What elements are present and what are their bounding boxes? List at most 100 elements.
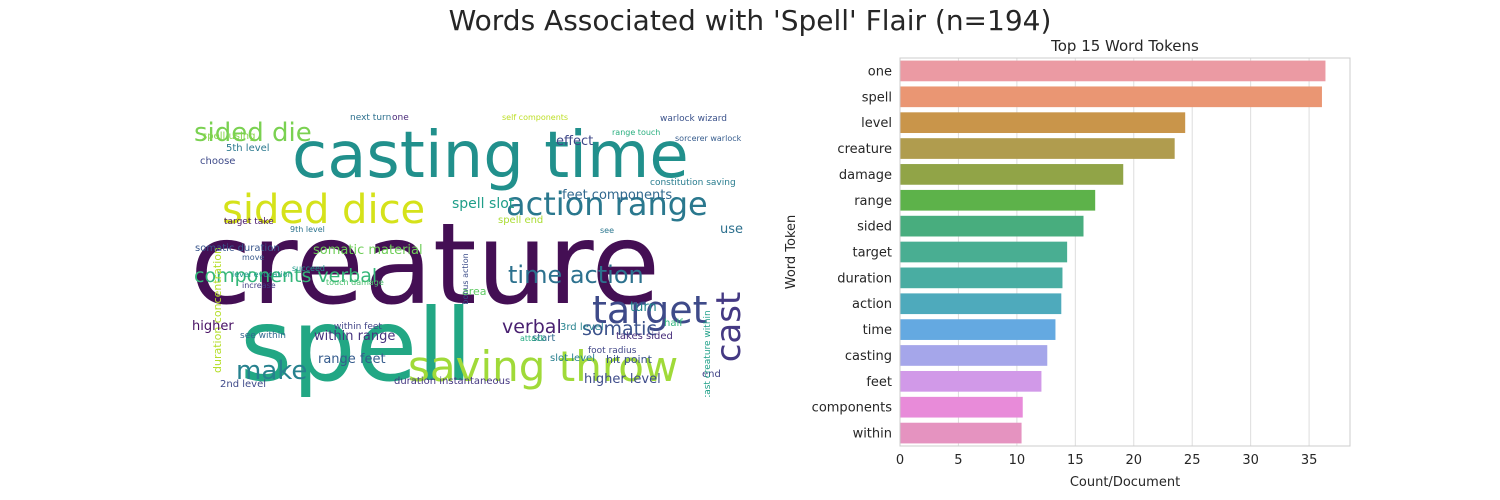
plot-frame [899, 57, 1351, 447]
word-cloud-term: somatic [582, 318, 657, 340]
word-cloud-term: duration concentration [211, 247, 224, 373]
y-tick-label: components [812, 401, 893, 416]
word-cloud-term: cast creature within [703, 310, 713, 397]
word-cloud-term: next turn [350, 113, 391, 123]
word-cloud-term: range touch [612, 128, 660, 137]
word-cloud-term: area [462, 285, 487, 298]
x-tick-label: 10 [1009, 453, 1026, 468]
word-cloud-term: constitution saving [650, 178, 736, 188]
word-cloud-term: self components [502, 113, 568, 122]
y-tick-label: creature [837, 142, 892, 157]
bar-within [900, 422, 1022, 444]
word-cloud-term: somatic material [313, 243, 423, 258]
figure-title: Words Associated with 'Spell' Flair (n=1… [448, 4, 1052, 37]
word-cloud-term: sided die [194, 118, 312, 148]
word-cloud-term: spell [240, 287, 473, 397]
word-cloud-term: end [702, 369, 721, 380]
word-cloud-term: target take [224, 217, 274, 227]
bar-components [900, 396, 1023, 418]
word-cloud-term: turn [630, 300, 657, 315]
bar-one [900, 60, 1326, 82]
word-cloud-term: sorcerer warlock [675, 134, 742, 143]
bar-level [900, 112, 1186, 134]
y-tick-label: time [863, 323, 892, 338]
word-cloud-term: bonus action [461, 253, 470, 304]
word-cloud-term: range feet [318, 352, 386, 367]
y-tick-label: within [853, 427, 892, 442]
word-cloud-term: move [242, 253, 264, 262]
y-tick-label: range [854, 194, 892, 209]
x-tick-label: 15 [1067, 453, 1084, 468]
y-tick-label: duration [837, 271, 892, 286]
bar-range [900, 189, 1096, 211]
y-tick-label: casting [845, 349, 892, 364]
bar-duration [900, 267, 1063, 289]
bar-sided [900, 215, 1084, 237]
word-cloud-term: components verbal [194, 265, 377, 287]
y-tick-label: damage [839, 168, 892, 183]
y-tick-label: one [868, 64, 892, 79]
word-cloud-term: within range [314, 329, 395, 344]
x-tick-labels: 0 5 10 15 20 25 30 35 [896, 453, 1318, 468]
y-axis-label: Word Token [784, 215, 799, 290]
word-cloud-term: half [664, 318, 683, 329]
word-cloud-term: sided dice [222, 187, 425, 233]
word-cloud-term: creature [190, 200, 660, 330]
word-cloud-term: spell end [498, 215, 543, 226]
y-tick-label: action [852, 297, 892, 312]
word-cloud-term: somatic duration [195, 243, 280, 254]
y-tick-label: target [852, 246, 892, 261]
word-cloud-term: casting time [292, 119, 689, 193]
word-cloud-term: time action [508, 261, 644, 289]
y-tick-labels: one spell level creature damage range sided tar… [812, 64, 893, 441]
x-axis-label: Count/Document [1070, 475, 1180, 490]
y-tick-label: sided [857, 220, 892, 235]
bar-casting [900, 345, 1048, 366]
bar-chart: Top 15 Word Tokens one spell level creature… [784, 37, 1351, 490]
chart-title: Top 15 Word Tokens [1050, 37, 1199, 55]
bars [900, 60, 1326, 444]
word-cloud-term: slot level [550, 353, 595, 364]
bar-damage [900, 164, 1124, 185]
word-cloud-term: spell slot [452, 196, 515, 212]
word-cloud-term: level evocation [232, 270, 293, 279]
word-cloud-term: higher [192, 319, 234, 334]
bar-feet [900, 370, 1042, 392]
y-tick-label: feet [866, 375, 892, 390]
word-cloud-term: action range [506, 185, 708, 223]
word-cloud-term: attack [520, 334, 545, 343]
word-cloud-term: 2nd level [220, 379, 266, 390]
word-cloud-term: takes sided [616, 331, 673, 342]
word-cloud-term: 3rd level [560, 322, 604, 333]
bar-target [900, 241, 1068, 263]
word-cloud-term: higher level [584, 372, 661, 387]
y-tick-label: level [861, 116, 892, 131]
word-cloud-term: cast [709, 292, 749, 363]
word-cloud-term: use [720, 222, 743, 237]
word-cloud-term: choose [200, 156, 235, 167]
x-tick-label: 5 [954, 453, 962, 468]
word-cloud-term: hit point [606, 353, 653, 366]
word-cloud-term: increase [242, 281, 276, 290]
bar-creature [900, 138, 1175, 159]
word-cloud-term: saving throw [408, 342, 678, 391]
bar-spell [900, 86, 1322, 108]
x-tick-label: 0 [896, 453, 904, 468]
word-cloud-term: verbal [502, 316, 562, 338]
word-cloud-term: spell using [202, 131, 255, 142]
word-cloud-term: make [236, 356, 307, 386]
x-tick-label: 30 [1242, 453, 1259, 468]
word-cloud-term: one [392, 113, 409, 123]
word-cloud-term: within feet [334, 322, 382, 332]
x-tick-label: 20 [1125, 453, 1142, 468]
word-cloud-term: duration instantaneous [394, 376, 510, 387]
bar-action [900, 293, 1062, 315]
word-cloud-term: succeed [292, 264, 325, 273]
word-cloud-term: see within [240, 331, 286, 341]
word-cloud-term: see [600, 226, 614, 235]
word-cloud-term: 9th level [290, 225, 325, 234]
y-tick-label: spell [862, 90, 892, 105]
word-cloud-term: warlock wizard [660, 114, 727, 124]
word-cloud-term: touch damage [326, 278, 384, 287]
